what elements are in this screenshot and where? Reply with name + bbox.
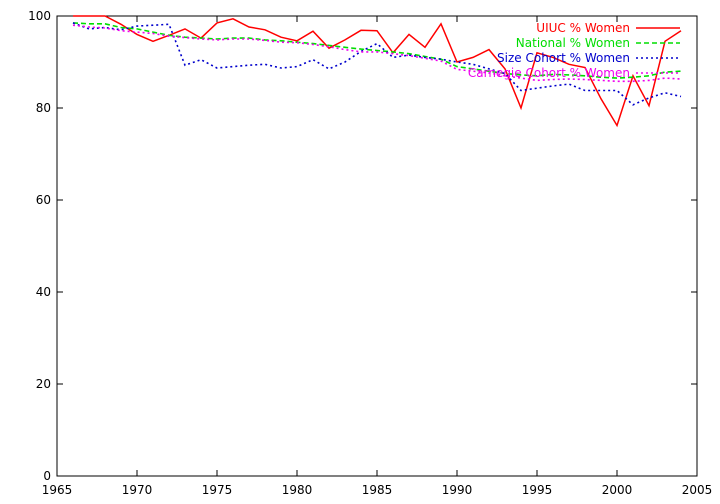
x-tick-label: 2000: [602, 483, 633, 497]
x-tick-label: 1985: [362, 483, 393, 497]
series-line-national: [72, 22, 682, 79]
series-layer: [72, 15, 682, 128]
y-tick-label: 100: [28, 9, 51, 23]
y-tick-label: 80: [36, 101, 51, 115]
legend-label-carnegie-cohort: Carnegie Cohort % Women: [468, 66, 630, 80]
y-tick-label: 0: [43, 469, 51, 483]
x-tick-label: 1965: [42, 483, 73, 497]
x-tick-label: 1990: [442, 483, 473, 497]
x-tick-label: 1970: [122, 483, 153, 497]
legend-label-size-cohort: Size Cohort % Women: [497, 51, 630, 65]
series-line-carnegie-cohort: [72, 24, 682, 83]
x-tick-label: 1980: [282, 483, 313, 497]
series-line-uiuc: [73, 15, 682, 128]
y-tick-label: 20: [36, 377, 51, 391]
axis-ticks: 1965 1970 1975 1980 1985 1990 1995 2000 2005 0 20 4…: [28, 9, 712, 497]
x-tick-label: 1975: [202, 483, 233, 497]
plot-frame: [56, 15, 698, 477]
legend-label-uiuc: UIUC % Women: [536, 21, 630, 35]
y-tick-label: 40: [36, 285, 51, 299]
x-tick-label: 2005: [682, 483, 713, 497]
legend-label-national: National % Women: [516, 36, 630, 50]
x-tick-label: 1995: [522, 483, 553, 497]
series-line-size-cohort: [72, 22, 682, 106]
y-tick-label: 60: [36, 193, 51, 207]
